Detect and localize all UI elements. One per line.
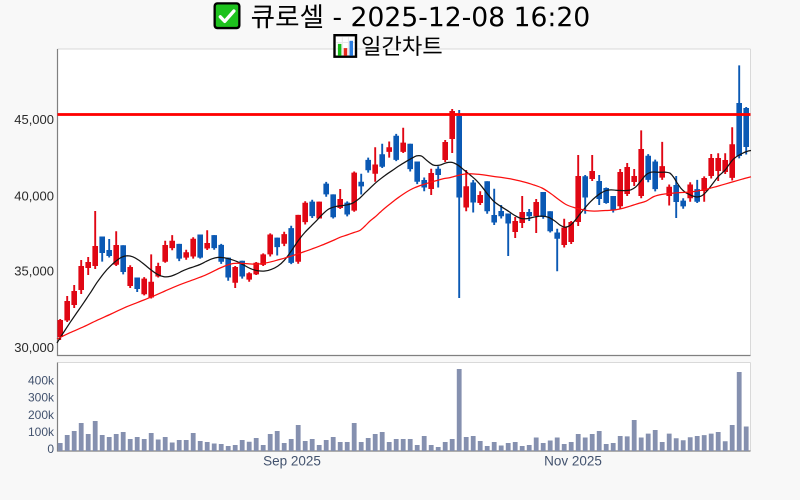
svg-text:300k: 300k — [28, 391, 55, 405]
svg-text:35,000: 35,000 — [14, 264, 54, 279]
svg-text:Nov 2025: Nov 2025 — [544, 454, 602, 469]
svg-text:200k: 200k — [28, 408, 55, 422]
svg-text:Sep 2025: Sep 2025 — [263, 454, 321, 469]
svg-text:30,000: 30,000 — [14, 340, 54, 355]
svg-text:40,000: 40,000 — [14, 188, 54, 203]
svg-text:100k: 100k — [28, 425, 55, 439]
svg-text:0: 0 — [47, 442, 54, 456]
svg-text:45,000: 45,000 — [14, 112, 54, 127]
svg-text:400k: 400k — [28, 373, 55, 387]
